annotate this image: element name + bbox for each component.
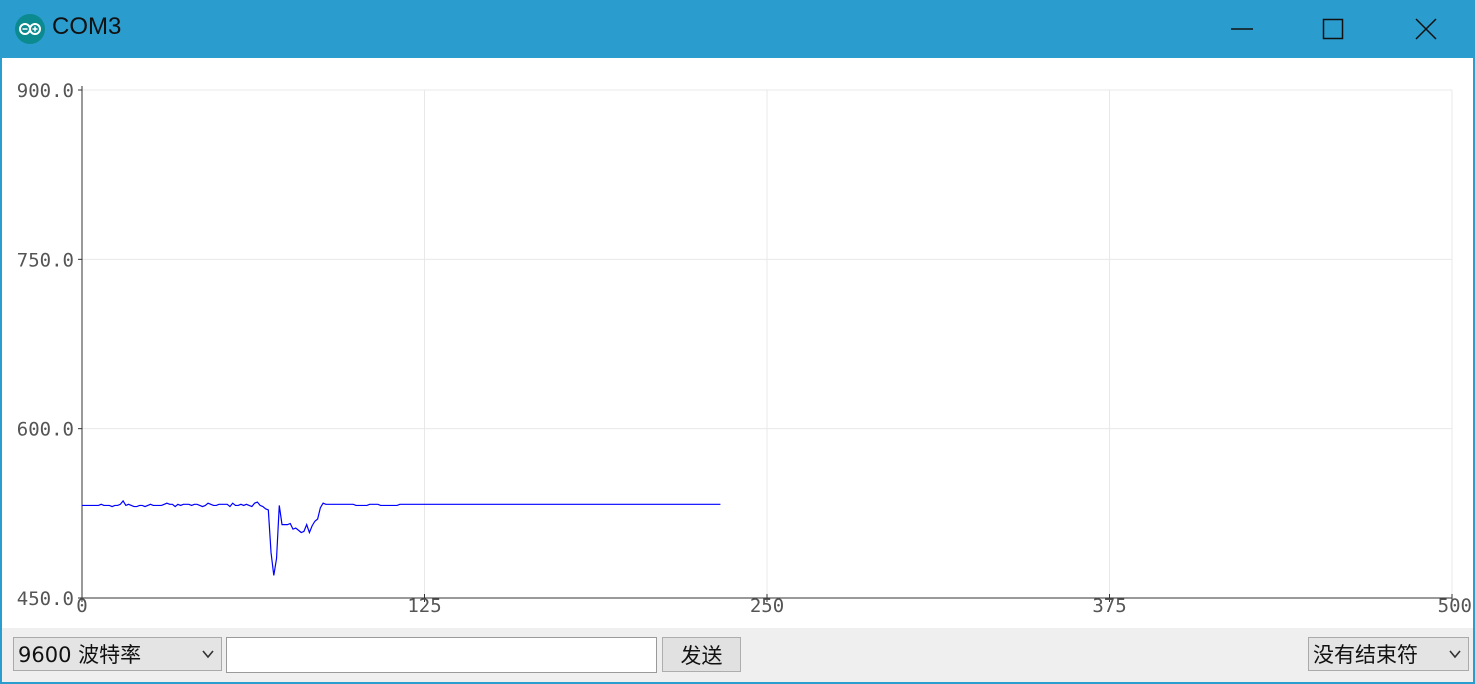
title-bar: COM3 [0,0,1475,58]
y-tick-label: 450.0 [17,588,74,610]
send-button[interactable]: 发送 [662,637,741,672]
x-tick-label: 125 [407,595,441,617]
maximize-button[interactable] [1287,0,1379,58]
x-tick-label: 500 [1438,595,1472,617]
window-title: COM3 [52,13,122,40]
chevron-down-icon [202,650,214,659]
baud-rate-select[interactable]: 9600 波特率 [13,637,222,671]
x-tick-label: 0 [76,595,87,617]
x-tick-label: 375 [1092,595,1126,617]
series-line [82,499,721,576]
close-icon [1415,18,1437,40]
close-button[interactable] [1380,0,1472,58]
arduino-icon [15,14,45,44]
minimize-icon [1231,28,1253,30]
serial-plotter: 450.0 600.0 750.0 900.0 0 125 250 375 500 9600 波… [2,58,1473,682]
plot-area: 450.0 600.0 750.0 900.0 0 125 250 375 500 [17,80,1472,617]
line-ending-select[interactable]: 没有结束符 [1308,637,1469,671]
line-ending-label: 没有结束符 [1313,643,1418,667]
x-tick-label: 250 [750,595,784,617]
y-tick-label: 750.0 [17,249,74,271]
y-tick-label: 600.0 [17,419,74,441]
chevron-down-icon [1449,650,1461,659]
bottom-toolbar: 9600 波特率 发送 没有结束符 [2,628,1473,682]
send-input[interactable] [226,637,657,673]
y-tick-label: 900.0 [17,80,74,102]
baud-rate-label: 9600 波特率 [18,643,142,667]
maximize-icon [1322,18,1344,40]
minimize-button[interactable] [1196,0,1288,58]
